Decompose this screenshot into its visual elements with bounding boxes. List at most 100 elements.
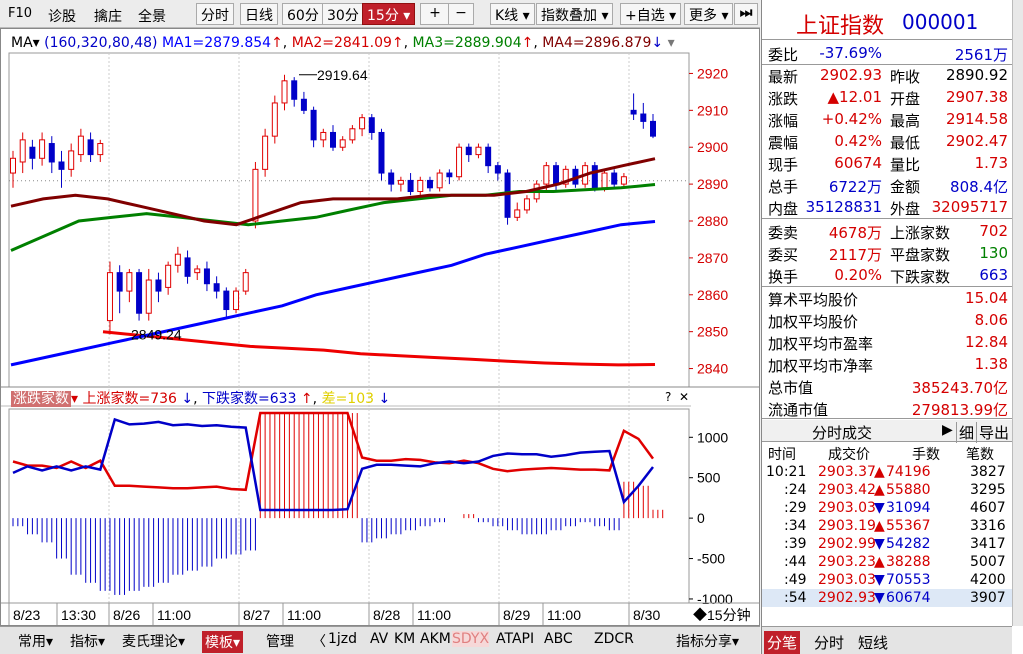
divider: [762, 64, 1012, 65]
tab-1jzd[interactable]: 1jzd: [328, 631, 358, 647]
trade-row[interactable]: :44 2903.23 ▲ 38288 5007: [762, 553, 1012, 571]
tab-template[interactable]: 模板▾: [202, 631, 244, 653]
price-axis-label: 2890: [697, 176, 728, 192]
period-30min[interactable]: 30分: [322, 3, 364, 25]
ma-legend: MA▾ (160,320,80,48) MA1=2879.854↑, MA2=2…: [11, 35, 675, 51]
tab-scroll-left-icon[interactable]: 〈: [312, 634, 326, 650]
candle-down: [155, 279, 162, 292]
trade-row[interactable]: :39 2902.99 ▼ 54282 3417: [762, 535, 1012, 553]
stat-row: 算术平均股价 15.04: [762, 287, 1012, 309]
price-axis-label: 2910: [697, 102, 728, 118]
indicator-dropdown-icon[interactable]: ▾: [71, 391, 79, 407]
quote-label: 震幅: [768, 134, 799, 152]
stat-row: 加权平均市净率 1.38: [762, 353, 1012, 375]
help-icon[interactable]: ?: [665, 390, 672, 404]
trade-row[interactable]: :54 2902.93 ▼ 60674 3907: [762, 589, 1012, 607]
ma2-line: [102, 330, 656, 367]
ma-menu-icon[interactable]: ▾: [663, 35, 675, 51]
tab-common[interactable]: 常用▾: [18, 634, 54, 650]
trade-price: 2903.03: [818, 572, 876, 588]
stat-value: 12.84: [965, 333, 1008, 351]
zoom-in-button[interactable]: +: [420, 3, 450, 25]
up-arrow-icon: ▲: [874, 518, 885, 534]
trade-volume: 74196: [886, 464, 931, 480]
down-arrow-icon: ▼: [874, 590, 885, 606]
trade-row[interactable]: :29 2903.03 ▼ 31094 4607: [762, 499, 1012, 517]
tab-ticks[interactable]: 分笔: [764, 631, 801, 654]
tab-av[interactable]: AV: [370, 631, 389, 647]
index-overlay-dropdown[interactable]: 指数叠加 ▾: [536, 3, 614, 25]
tab-timeshare[interactable]: 分时: [814, 634, 845, 652]
period-daily[interactable]: 日线: [240, 3, 278, 25]
candle-up: [174, 253, 181, 266]
quote-value: 0.42%: [834, 132, 882, 150]
tab-sdyx[interactable]: SDYX: [452, 631, 490, 647]
tab-akm[interactable]: AKM: [420, 631, 451, 647]
close-indicator-icon[interactable]: ✕: [679, 390, 690, 404]
ma-dropdown-icon[interactable]: ▾: [32, 35, 40, 51]
quote-value: 2907.38: [945, 88, 1008, 106]
period-intraday[interactable]: 分时: [196, 3, 234, 25]
collapse-panel-icon[interactable]: ⏭: [734, 3, 758, 25]
indicator-name[interactable]: 涨跌家数: [11, 391, 71, 407]
trades-play-icon[interactable]: ▶: [942, 422, 953, 438]
kline-chart[interactable]: 2920 2910 2900 2890 2880 2870 2860 2850 2840 1000…: [1, 29, 759, 625]
ma-label[interactable]: MA: [11, 35, 33, 51]
trade-row[interactable]: :34 2903.19 ▲ 55367 3316: [762, 517, 1012, 535]
time-axis-label: 11:00: [417, 607, 451, 623]
trade-row[interactable]: 10:21 2903.37 ▲ 74196 3827: [762, 463, 1012, 481]
tab-maishi-theory[interactable]: 麦氏理论▾: [122, 634, 186, 650]
down-arrow-icon: ▼: [874, 500, 885, 516]
tab-indicator-share[interactable]: 指标分享▾: [676, 634, 740, 650]
weicha-value: 2561万: [954, 46, 1008, 64]
tab-indicators[interactable]: 指标▾: [70, 634, 106, 650]
candle-up: [475, 146, 482, 156]
trade-row[interactable]: :49 2903.03 ▼ 70553 4200: [762, 571, 1012, 589]
trade-price: 2903.19: [818, 518, 876, 534]
candle-up: [165, 264, 172, 288]
f10-button[interactable]: F10: [8, 6, 33, 21]
trade-time: :39: [784, 536, 807, 552]
stat-row: 流通市值 279813.99亿: [762, 397, 1012, 419]
trade-price: 2902.93: [818, 590, 876, 606]
tab-shortline[interactable]: 短线: [858, 634, 889, 652]
trade-volume: 70553: [886, 572, 931, 588]
panel-scrollbar[interactable]: [1012, 0, 1023, 626]
main-plot-frame: [8, 52, 690, 388]
trades-detail-button[interactable]: 细: [956, 422, 974, 443]
quote-label: 最新: [768, 68, 799, 86]
diagnose-button[interactable]: 诊股: [48, 9, 76, 25]
catch-dealer-button[interactable]: 擒庄: [94, 9, 122, 25]
tab-zdcr[interactable]: ZDCR: [594, 631, 634, 647]
trade-count: 3417: [970, 536, 1006, 552]
candle-up: [252, 168, 259, 222]
add-favorite-dropdown[interactable]: +自选 ▾: [620, 3, 682, 25]
tab-atapi[interactable]: ATAPI: [496, 631, 535, 647]
kline-dropdown[interactable]: K线 ▾: [490, 3, 535, 25]
panorama-button[interactable]: 全景: [138, 9, 166, 25]
up-arrow-icon: ▲: [874, 464, 885, 480]
more-dropdown[interactable]: 更多 ▾: [684, 3, 734, 25]
quote-value: 1.73: [974, 154, 1008, 172]
high-annotation: 2919.64: [317, 67, 368, 83]
trades-title[interactable]: 分时成交: [812, 424, 873, 442]
zoom-out-button[interactable]: −: [448, 3, 474, 25]
trade-time: :49: [784, 572, 807, 588]
period-60min[interactable]: 60分: [282, 3, 324, 25]
tab-abc[interactable]: ABC: [544, 631, 573, 647]
trade-count: 5007: [970, 554, 1006, 570]
trade-price: 2903.37: [818, 464, 876, 480]
candle-up: [456, 146, 463, 178]
quote-header: 上证指数 000001: [762, 0, 1012, 40]
trade-price: 2903.23: [818, 554, 876, 570]
period-15min[interactable]: 15分 ▾: [362, 3, 416, 25]
tab-manage[interactable]: 管理: [266, 634, 294, 650]
trade-row[interactable]: :24 2903.42 ▲ 55880 3295: [762, 481, 1012, 499]
chart-area[interactable]: 2920 2910 2900 2890 2880 2870 2860 2850 2840 1000…: [0, 28, 760, 626]
stat-row: 总市值 385243.70亿: [762, 375, 1012, 397]
trades-export-button[interactable]: 导出: [976, 422, 1009, 443]
index-name: 上证指数: [796, 14, 885, 39]
trade-time: :29: [784, 500, 807, 516]
tab-km[interactable]: KM: [394, 631, 416, 647]
quote-value: 6722万: [828, 178, 882, 196]
